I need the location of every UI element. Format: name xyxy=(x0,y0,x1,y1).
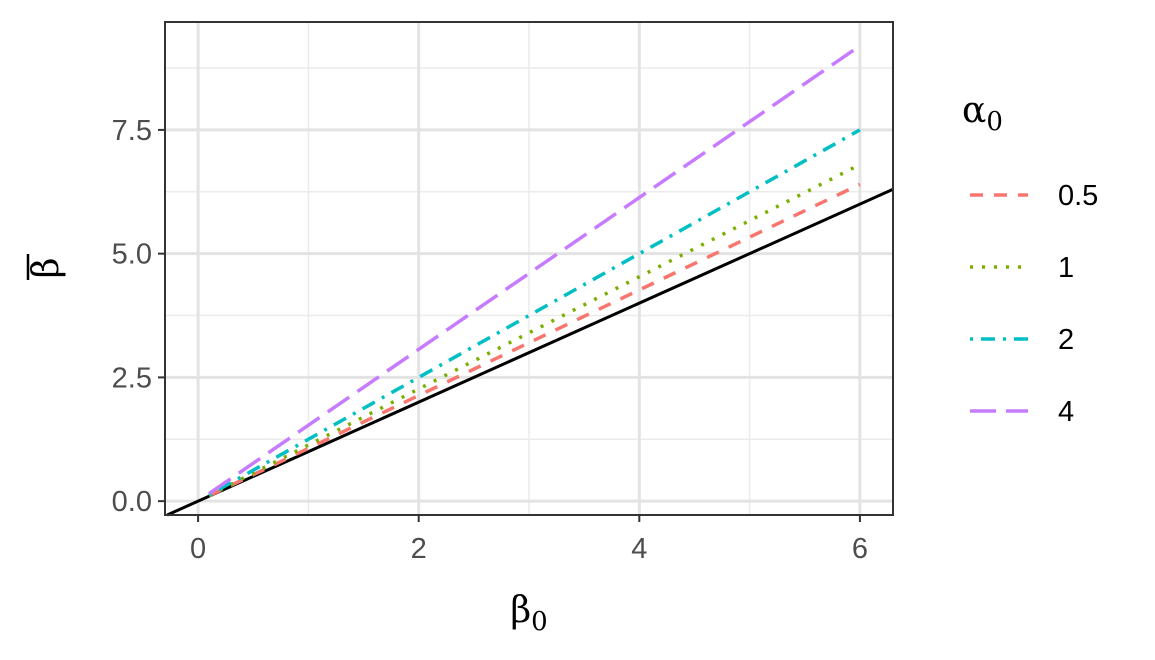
legend-label: 2 xyxy=(1058,324,1074,356)
grid-major xyxy=(165,22,893,515)
y-tick-label: 2.5 xyxy=(112,362,152,394)
legend-label: 1 xyxy=(1058,252,1074,284)
x-tick-label: 4 xyxy=(631,533,647,565)
x-axis-title-subscript: 0 xyxy=(531,607,548,637)
x-tick-label: 6 xyxy=(852,533,868,565)
series-line-1 xyxy=(208,162,861,498)
series-line-4 xyxy=(208,44,861,496)
legend-label: 0.5 xyxy=(1058,180,1098,212)
plot-panel-border xyxy=(164,21,894,516)
series-lines xyxy=(166,44,894,517)
legend-items: 0.5 1 2 4 xyxy=(970,180,1098,428)
x-tick-label: 0 xyxy=(190,533,206,565)
legend-title-base: α xyxy=(962,90,986,131)
legend-label: 4 xyxy=(1058,396,1074,428)
reference-line xyxy=(166,187,894,517)
x-axis: 0 2 4 6 xyxy=(190,515,868,565)
y-tick-label: 5.0 xyxy=(112,239,152,271)
x-tick-label: 2 xyxy=(411,533,427,565)
y-axis-title: β xyxy=(26,254,67,280)
y-axis: 0.0 2.5 5.0 7.5 xyxy=(112,115,165,518)
x-axis-title: β0 xyxy=(510,590,547,637)
y-tick-label: 0.0 xyxy=(112,486,152,518)
y-axis-title-text: β xyxy=(26,258,67,279)
series-line-0-5 xyxy=(208,182,861,498)
legend: α0 0.5 1 2 4 xyxy=(962,90,1098,428)
x-axis-title-base: β xyxy=(510,590,531,631)
y-tick-label: 7.5 xyxy=(112,115,152,147)
legend-title-subscript: 0 xyxy=(986,107,1003,137)
legend-title: α0 xyxy=(962,90,1003,137)
